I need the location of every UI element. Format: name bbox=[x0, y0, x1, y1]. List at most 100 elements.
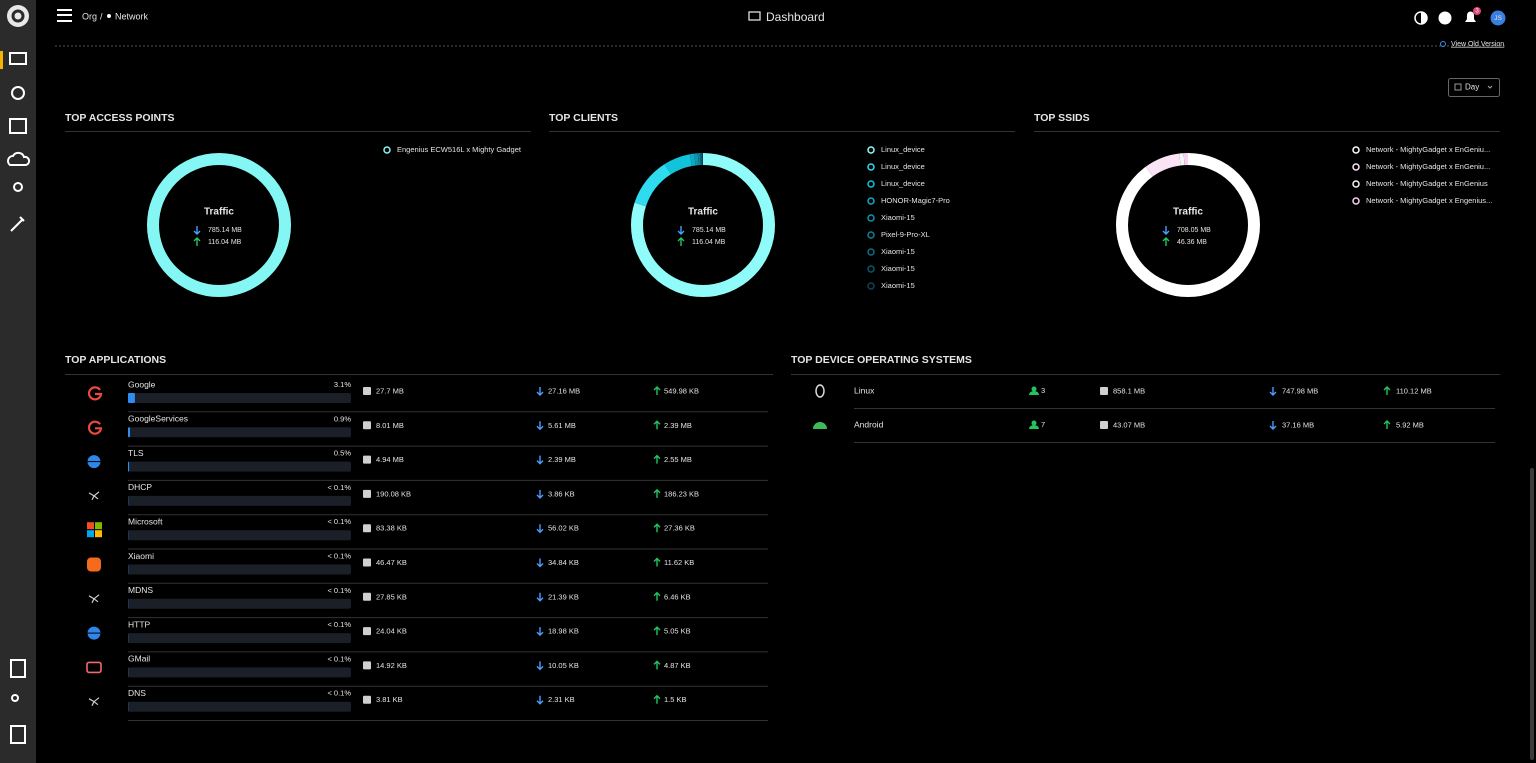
client-icon-body bbox=[1029, 391, 1039, 395]
download-arrow bbox=[536, 592, 544, 602]
app-name: DHCP bbox=[128, 482, 152, 492]
app-share: 0.9% bbox=[334, 414, 351, 423]
legend-label: Pixel-9-Pro-XL bbox=[881, 230, 930, 239]
app-share: < 0.1% bbox=[327, 654, 351, 663]
app-icon bbox=[95, 530, 102, 538]
upload-arrow bbox=[1162, 237, 1170, 246]
share-track bbox=[128, 427, 351, 438]
avatar[interactable] bbox=[1490, 10, 1506, 26]
breadcrumb-network[interactable]: Network bbox=[115, 11, 149, 21]
user-icon[interactable] bbox=[13, 182, 23, 192]
upload-arrow bbox=[677, 237, 685, 246]
reports-icon[interactable] bbox=[9, 118, 27, 134]
legend-label: Network - MightyGadget x EnGeniu... bbox=[1366, 162, 1490, 171]
app-total: 8.01 MB bbox=[376, 421, 404, 430]
upload-arrow bbox=[653, 694, 661, 704]
os-upload: 5.92 MB bbox=[1396, 420, 1424, 429]
share-track bbox=[128, 461, 351, 472]
total-icon bbox=[363, 558, 371, 567]
app-download: 2.39 MB bbox=[548, 455, 576, 464]
menu-button[interactable] bbox=[57, 9, 72, 22]
legend-marker bbox=[867, 248, 875, 256]
client-icon-body bbox=[1029, 425, 1039, 429]
os-name: Android bbox=[854, 419, 884, 429]
donut-segment bbox=[1116, 153, 1260, 297]
doc-icon[interactable] bbox=[10, 659, 26, 678]
breadcrumb-org[interactable]: Org bbox=[82, 11, 97, 21]
settings-icon[interactable] bbox=[11, 86, 25, 100]
total-icon bbox=[363, 627, 371, 636]
os-download: 37.16 MB bbox=[1282, 420, 1314, 429]
total-icon bbox=[363, 524, 371, 533]
theme-toggle-half bbox=[1421, 12, 1427, 24]
app-total: 190.08 KB bbox=[376, 489, 411, 498]
center-label: Traffic bbox=[204, 207, 234, 218]
section-title: TOP APPLICATIONS bbox=[65, 354, 166, 366]
app-icon bbox=[87, 420, 103, 435]
app-name: GMail bbox=[128, 654, 150, 664]
view-old-version-link[interactable]: View Old Version bbox=[1451, 41, 1504, 48]
cloud-icon[interactable] bbox=[7, 151, 31, 166]
download-arrow bbox=[536, 661, 544, 671]
os-icon bbox=[815, 384, 825, 398]
share-track bbox=[128, 633, 351, 644]
legend-label: Xiaomi-15 bbox=[881, 247, 915, 256]
app-icon bbox=[88, 594, 100, 604]
app-name: GoogleServices bbox=[128, 414, 188, 424]
share-track bbox=[128, 393, 351, 403]
app-icon bbox=[87, 557, 101, 572]
upload-arrow bbox=[653, 386, 661, 395]
sidebar-icons bbox=[7, 52, 31, 744]
building-icon[interactable] bbox=[10, 725, 26, 744]
sidebar bbox=[0, 0, 36, 763]
legend-marker bbox=[1352, 146, 1360, 154]
monitor-icon[interactable] bbox=[9, 52, 27, 65]
wand-icon[interactable] bbox=[10, 216, 25, 232]
legend-marker bbox=[867, 197, 875, 205]
team-icon[interactable] bbox=[11, 694, 19, 702]
share-track bbox=[128, 667, 351, 678]
app-name: DNS bbox=[128, 688, 146, 698]
legend-label: Network - MightyGadget x EnGenius bbox=[1366, 179, 1488, 188]
legend-marker bbox=[383, 146, 391, 154]
app-share: < 0.1% bbox=[327, 551, 351, 560]
center-label: Traffic bbox=[1173, 207, 1203, 218]
client-icon bbox=[1031, 420, 1037, 426]
download-arrow bbox=[1269, 387, 1277, 396]
total-icon bbox=[363, 489, 371, 498]
calendar-icon bbox=[1454, 83, 1462, 91]
app-download: 10.05 KB bbox=[548, 661, 579, 670]
logo-mark bbox=[11, 9, 25, 23]
app-icon bbox=[87, 530, 94, 538]
legend-label: Network - MightyGadget x EnGeniu... bbox=[1366, 145, 1490, 154]
legend-marker bbox=[867, 146, 875, 154]
section-title: TOP ACCESS POINTS bbox=[65, 112, 175, 124]
download-arrow bbox=[536, 387, 544, 396]
total-icon bbox=[363, 592, 371, 601]
app-share: 0.5% bbox=[334, 449, 351, 458]
legend-label: HONOR-Magic7-Pro bbox=[881, 196, 950, 205]
app-name: TLS bbox=[128, 448, 144, 458]
os-clients: 7 bbox=[1041, 420, 1045, 429]
logo[interactable] bbox=[7, 5, 29, 27]
range-select[interactable] bbox=[1448, 78, 1500, 97]
scrollbar[interactable] bbox=[1530, 468, 1534, 760]
app-name: Microsoft bbox=[128, 516, 163, 526]
legend-marker bbox=[867, 265, 875, 273]
range-value: Day bbox=[1465, 83, 1479, 92]
legend-label: Linux_device bbox=[881, 179, 925, 188]
notification-bell[interactable] bbox=[1465, 11, 1476, 22]
app-upload: 186.23 KB bbox=[664, 489, 699, 498]
total-icon bbox=[1100, 421, 1108, 429]
help-button[interactable] bbox=[1438, 11, 1452, 25]
upload-arrow bbox=[653, 626, 661, 636]
download-arrow bbox=[536, 421, 544, 431]
os-icon bbox=[813, 422, 827, 429]
legend-label: Linux_device bbox=[881, 145, 925, 154]
download-arrow bbox=[536, 524, 544, 534]
app-share: < 0.1% bbox=[327, 689, 351, 698]
upload-arrow bbox=[653, 488, 661, 498]
app-total: 24.04 KB bbox=[376, 627, 407, 636]
